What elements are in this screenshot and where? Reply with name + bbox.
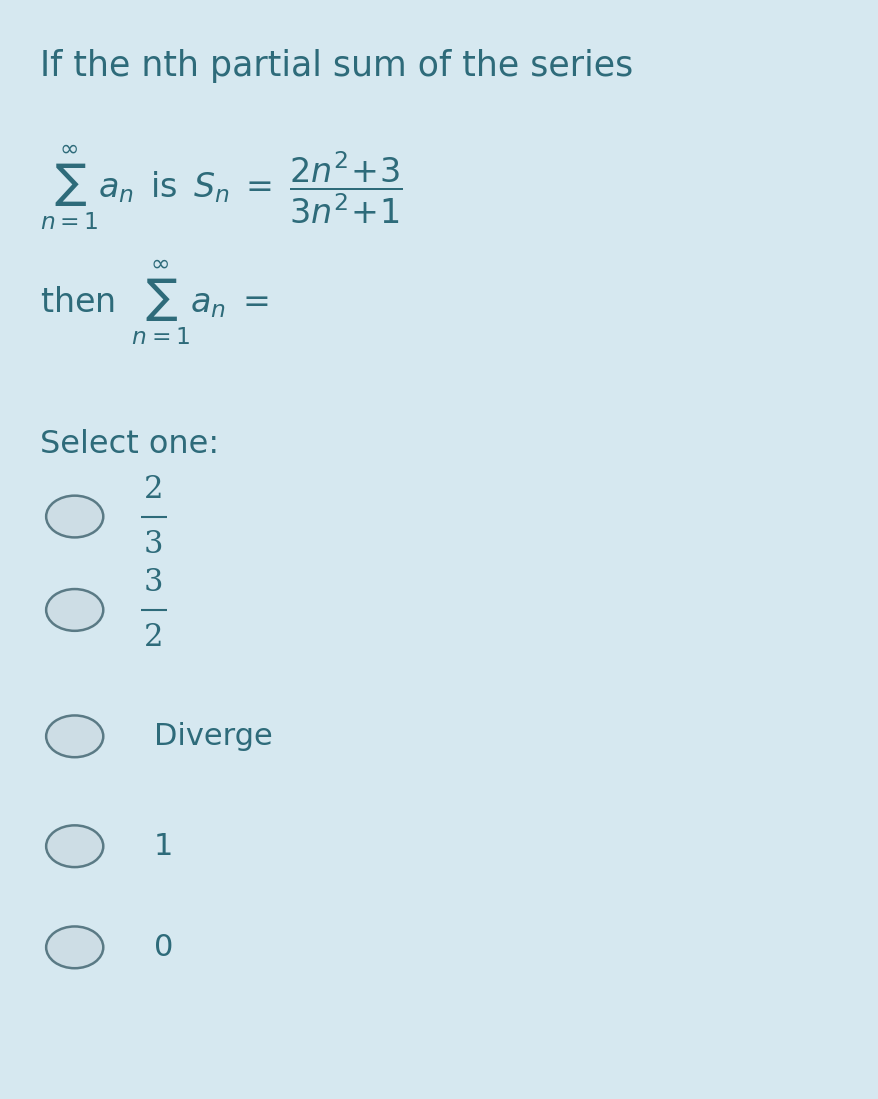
Ellipse shape <box>46 589 104 631</box>
Text: Diverge: Diverge <box>154 722 272 751</box>
Text: 2: 2 <box>144 622 163 653</box>
Ellipse shape <box>46 715 104 757</box>
Text: then $\,\sum_{n=1}^{\infty} a_n\;=$: then $\,\sum_{n=1}^{\infty} a_n\;=$ <box>40 258 268 347</box>
Ellipse shape <box>46 825 104 867</box>
Ellipse shape <box>46 496 104 537</box>
Text: 2: 2 <box>144 474 163 504</box>
Ellipse shape <box>46 926 104 968</box>
Text: 1: 1 <box>154 832 173 861</box>
Text: Select one:: Select one: <box>40 429 219 459</box>
Text: $\sum_{n=1}^{\infty} a_n\,$ is $\,S_n\;=\;\dfrac{2n^2\!+\!3}{3n^2\!+\!1}$: $\sum_{n=1}^{\infty} a_n\,$ is $\,S_n\;=… <box>40 143 401 232</box>
Text: 0: 0 <box>154 933 173 962</box>
Text: If the nth partial sum of the series: If the nth partial sum of the series <box>40 49 632 84</box>
Text: 3: 3 <box>144 529 163 559</box>
Text: 3: 3 <box>144 567 163 598</box>
